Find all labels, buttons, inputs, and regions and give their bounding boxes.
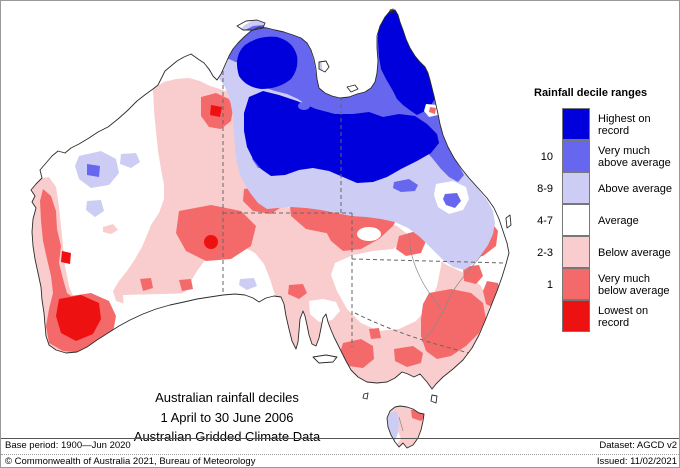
- legend-decile: 8-9: [537, 183, 553, 195]
- legend-row: 8-9 Above average: [532, 172, 679, 205]
- regions-highest-on-record: [237, 10, 439, 183]
- legend-row: 2-3 Below average: [532, 236, 679, 269]
- legend-title: Rainfall decile ranges: [534, 87, 648, 99]
- legend-row: 10 Very much above average: [532, 140, 679, 173]
- legend-decile: 1: [546, 279, 553, 291]
- map-title-line3: Australian Gridded Climate Data: [133, 429, 321, 444]
- footer-divider-bottom: [1, 454, 679, 455]
- map-title-line1: Australian rainfall deciles: [155, 390, 299, 405]
- legend-row: 1 Very much below average: [532, 268, 679, 301]
- issued-text: Issued: 11/02/2021: [596, 456, 677, 467]
- footer-row-1: Base period: 1900—Jun 2020 Dataset: AGCD…: [1, 440, 679, 455]
- legend-decile: 2-3: [537, 247, 553, 259]
- legend-decile: 4-7: [537, 215, 553, 227]
- map-legend: Rainfall decile ranges Highest on record…: [532, 87, 679, 333]
- legend-swatch-below: [562, 236, 590, 268]
- map-titles: Australian rainfall deciles 1 April to 3…: [77, 388, 377, 447]
- legend-row: 4-7 Average: [532, 204, 679, 237]
- legend-swatch-lowest: [562, 300, 590, 332]
- copyright-text: © Commonwealth of Australia 2021, Bureau…: [5, 456, 256, 467]
- legend-swatch-average: [562, 204, 590, 236]
- legend-row: Lowest on record: [532, 300, 679, 333]
- rivers: [398, 232, 484, 432]
- legend-swatch-above: [562, 172, 590, 204]
- base-period-text: Base period: 1900—Jun 2020: [5, 440, 131, 451]
- legend-swatch-very-much-below: [562, 268, 590, 300]
- dataset-text: Dataset: AGCD v2: [599, 440, 677, 451]
- legend-decile: 10: [540, 151, 553, 163]
- footer-row-2: © Commonwealth of Australia 2021, Bureau…: [1, 456, 679, 467]
- legend-swatch-very-much-above: [562, 140, 590, 172]
- map-title-line2: 1 April to 30 June 2006: [160, 409, 294, 425]
- regions-lowest-on-record: [56, 105, 222, 341]
- footer-divider-top: [1, 438, 679, 439]
- coastline: [30, 8, 512, 449]
- state-borders: [222, 71, 506, 354]
- legend-swatch-highest: [562, 108, 590, 140]
- legend-row: Highest on record: [532, 108, 679, 141]
